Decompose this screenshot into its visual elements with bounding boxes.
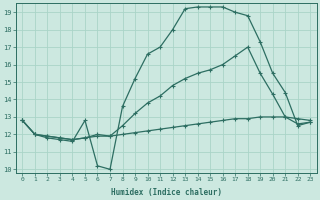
X-axis label: Humidex (Indice chaleur): Humidex (Indice chaleur) [111, 188, 222, 197]
